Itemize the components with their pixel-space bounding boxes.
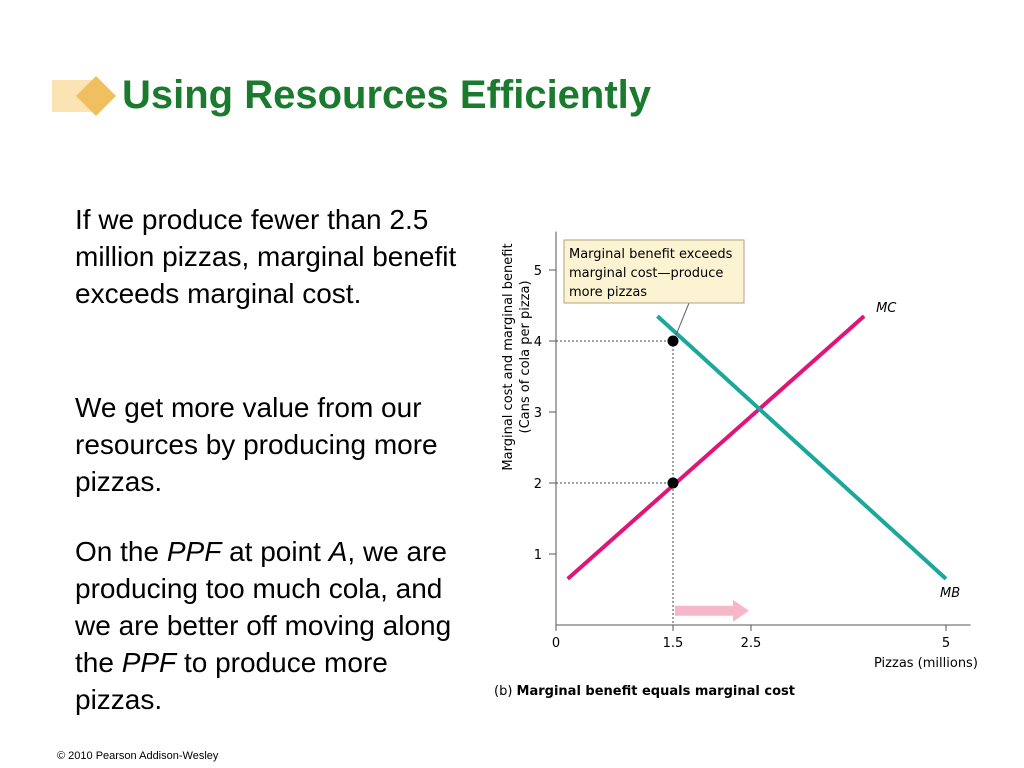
x-tick-label: 1.5 [663,636,684,651]
series-label-mc: MC [876,301,897,316]
y-axis-label-line1: Marginal cost and marginal benefit [501,243,516,470]
slide-title: Using Resources Efficiently [122,73,652,117]
paragraph-ppf-part1: On the [75,536,167,567]
x-tick-label: 2.5 [741,636,762,651]
caption-prefix: (b) [494,684,517,699]
y-tick-label: 3 [534,406,542,421]
series-mb-line [656,314,948,581]
mc-mb-chart: MC MB 1 2 3 4 5 0 1.5 2.5 5 Marginal benefit exce… [494,231,978,699]
ppf-term: PPF [166,536,222,567]
movement-arrow [675,599,749,622]
callout-box: Marginal benefit exceeds marginal cost—p… [563,239,745,304]
paragraph-fewer-pizzas: If we produce fewer than 2.5 million piz… [75,204,457,309]
callout-line: more pizzas [569,285,647,300]
caption-text: Marginal benefit equals marginal cost [517,684,795,699]
marks-layer [667,302,749,622]
y-tick-label: 4 [534,335,542,350]
callout-line: Marginal benefit exceeds [569,247,733,262]
paragraph-ppf-part4: to produce more pizzas. [75,647,388,715]
callout-pointer [675,302,690,336]
title-diamond-icon [52,76,116,116]
x-tick-label: 0 [552,636,560,651]
callout-line: marginal cost—produce [569,266,723,281]
guide-lines [556,340,674,625]
paragraph-more-value: We get more value from our resources by … [75,392,438,497]
ppf-term: PPF [121,647,177,678]
series-layer: MC MB [566,301,960,601]
point-a-label: A [328,536,348,567]
series-mc-line [566,314,866,581]
paragraph-ppf-part2: at point [221,536,329,567]
axes: 1 2 3 4 5 0 1.5 2.5 5 [534,231,971,651]
x-axis-label: Pizzas (millions) [874,656,978,671]
y-axis-label-line2: (Cans of cola per pizza) [518,280,533,433]
paragraph-ppf-part3: , we are producing too much cola, and we… [75,536,452,678]
chart-caption: (b) Marginal benefit equals marginal cos… [494,684,795,699]
x-tick-label: 5 [942,636,950,651]
y-axis-label: Marginal cost and marginal benefit (Cans… [501,243,533,470]
y-tick-label: 5 [534,264,542,279]
y-tick-label: 2 [534,477,542,492]
series-label-mb: MB [940,586,960,601]
data-point [667,335,679,347]
copyright: © 2010 Pearson Addison-Wesley [57,750,219,762]
y-tick-label: 1 [534,548,542,563]
data-point [667,477,679,489]
paragraph-ppf: On the PPF at point A, we are producing … [75,533,475,718]
